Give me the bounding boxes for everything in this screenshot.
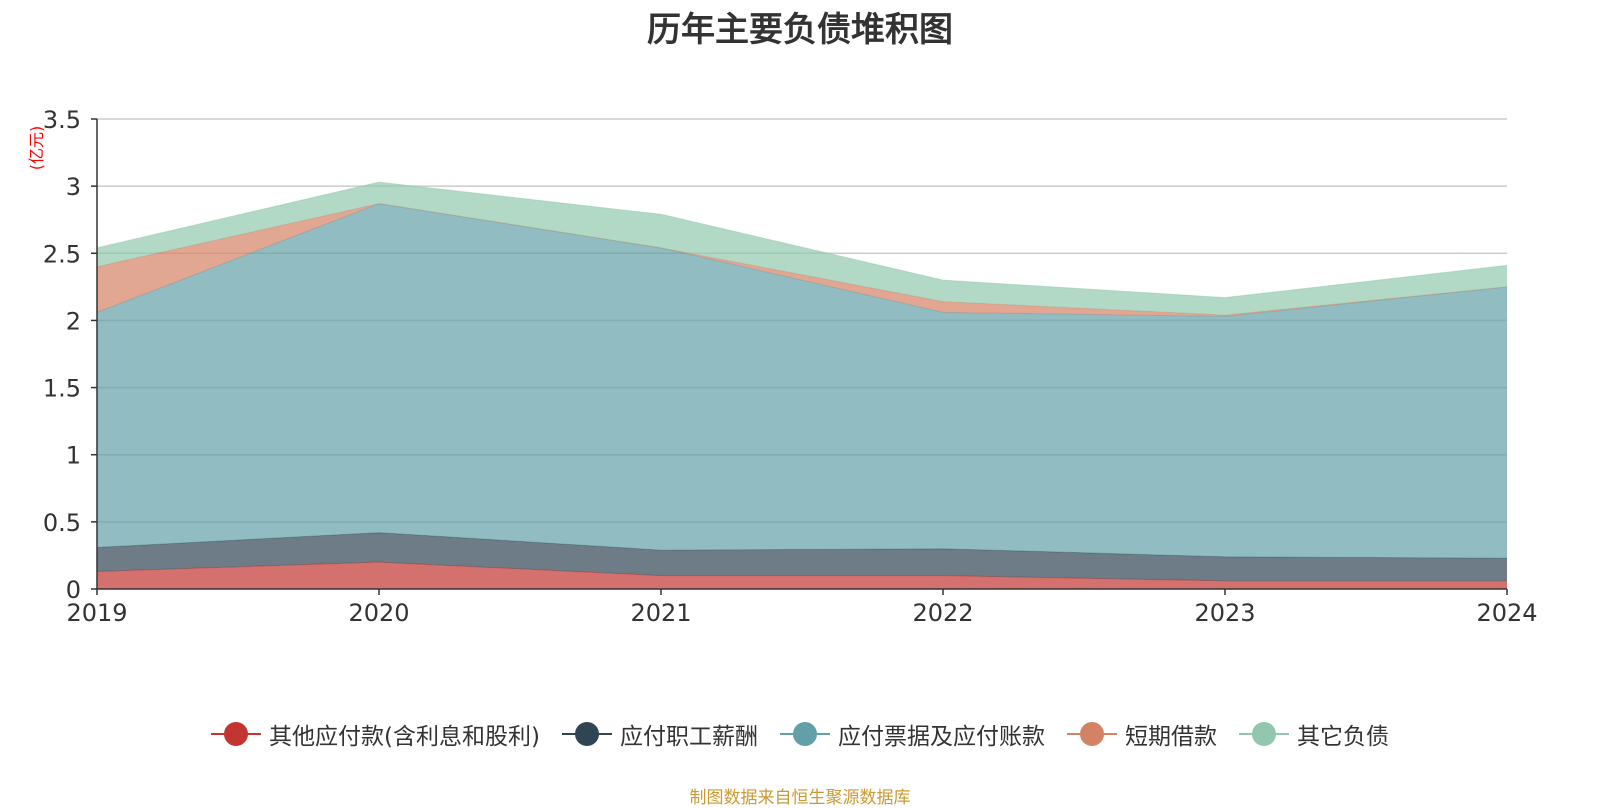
y-tick-label: 0.5 — [43, 509, 81, 537]
x-tick-label: 2019 — [66, 599, 127, 627]
legend-label: 应付职工薪酬 — [619, 724, 758, 750]
y-tick-label: 0 — [66, 576, 81, 604]
area-series — [96, 181, 1508, 589]
y-tick-labels: 0 0.5 1 1.5 2 2.5 3 3.5 — [43, 106, 81, 604]
legend-label: 短期借款 — [1124, 724, 1217, 750]
y-tick-label: 2 — [66, 307, 81, 335]
legend-item[interactable]: 其他应付款(含利息和股利) — [211, 717, 540, 751]
chart-legend: 其他应付款(含利息和股利) 应付职工薪酬 应付票据及应付账款 短期借款 其它负债 — [0, 717, 1600, 751]
x-tick-label: 2024 — [1476, 599, 1537, 627]
legend-item[interactable]: 其它负债 — [1238, 717, 1389, 751]
legend-label: 其它负债 — [1296, 724, 1389, 750]
legend-label: 其他应付款(含利息和股利) — [269, 724, 540, 750]
legend-marker-icon — [1066, 721, 1117, 747]
axes — [91, 118, 1508, 595]
x-tick-label: 2022 — [912, 599, 973, 627]
area-series-3 — [97, 203, 1507, 559]
legend-item[interactable]: 应付职工薪酬 — [561, 717, 758, 751]
source-note: 制图数据来自恒生聚源数据库 — [689, 788, 911, 808]
x-tick-label: 2023 — [1194, 599, 1255, 627]
y-axis-unit-label: (亿元) — [27, 126, 46, 171]
chart-title: 历年主要负债堆积图 — [647, 10, 953, 50]
x-tick-label: 2020 — [348, 599, 409, 627]
area-series-5 — [97, 182, 1507, 316]
y-tick-label: 3.5 — [43, 106, 81, 134]
y-tick-label: 2.5 — [43, 240, 81, 268]
x-tick-labels: 2019 2020 2021 2022 2023 2024 — [66, 599, 1537, 627]
legend-marker-icon — [561, 721, 612, 747]
area-series-1 — [97, 562, 1507, 589]
legend-item[interactable]: 应付票据及应付账款 — [779, 717, 1045, 751]
y-tick-label: 1.5 — [43, 375, 81, 403]
area-series-5-edge — [96, 181, 1508, 299]
legend-marker-icon — [1238, 721, 1289, 747]
legend-marker-icon — [211, 721, 262, 747]
legend-label: 应付票据及应付账款 — [837, 724, 1045, 750]
y-tick-label: 3 — [66, 173, 81, 201]
area-series-2 — [97, 532, 1507, 581]
legend-item[interactable]: 短期借款 — [1066, 717, 1217, 751]
legend-marker-icon — [779, 721, 830, 747]
y-tick-label: 1 — [66, 442, 81, 470]
x-tick-label: 2021 — [630, 599, 691, 627]
